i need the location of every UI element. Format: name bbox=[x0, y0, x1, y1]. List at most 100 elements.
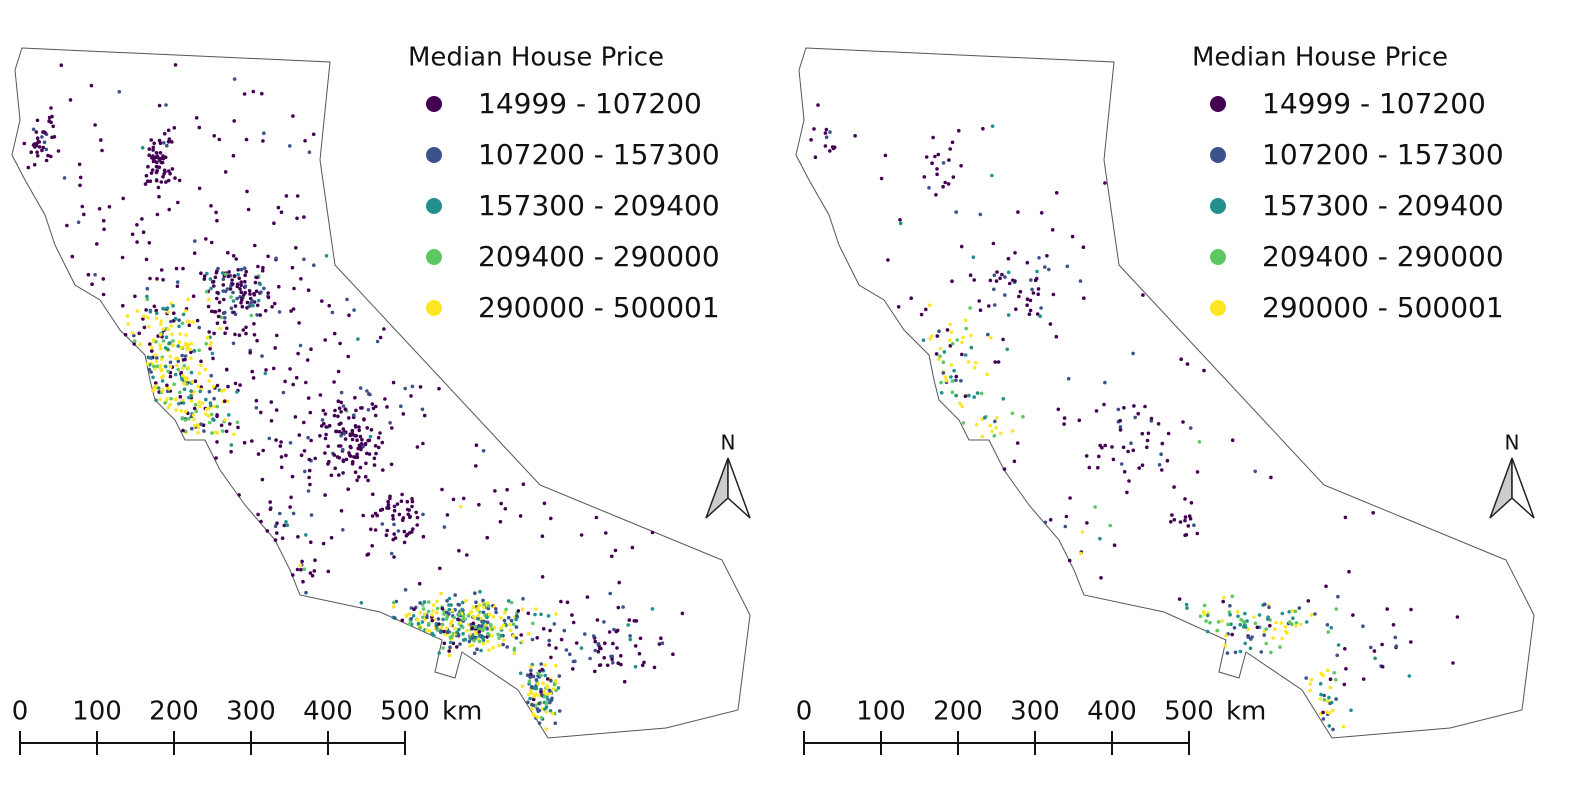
point bbox=[370, 402, 375, 406]
point bbox=[157, 194, 161, 199]
point bbox=[998, 276, 1002, 281]
point bbox=[950, 341, 955, 346]
point bbox=[135, 240, 139, 244]
point bbox=[978, 212, 983, 217]
point bbox=[166, 369, 170, 374]
point bbox=[202, 429, 206, 433]
point bbox=[1269, 475, 1273, 480]
point bbox=[542, 501, 547, 506]
point bbox=[985, 372, 989, 377]
point bbox=[445, 513, 450, 517]
point bbox=[333, 408, 337, 413]
point bbox=[318, 434, 322, 438]
point bbox=[564, 648, 569, 652]
point bbox=[514, 625, 519, 629]
point bbox=[491, 645, 495, 650]
point bbox=[409, 394, 413, 398]
point bbox=[346, 487, 351, 492]
north-arrow-right bbox=[727, 457, 751, 519]
point bbox=[554, 612, 558, 616]
point bbox=[608, 591, 612, 596]
point bbox=[518, 671, 523, 676]
point bbox=[458, 621, 463, 625]
legend-label: 157300 - 209400 bbox=[1262, 189, 1504, 222]
point bbox=[1145, 438, 1150, 443]
point bbox=[355, 438, 359, 443]
point bbox=[280, 536, 285, 540]
point bbox=[481, 610, 486, 615]
point bbox=[204, 341, 208, 346]
point bbox=[957, 128, 961, 133]
point bbox=[497, 636, 501, 640]
point bbox=[309, 347, 313, 352]
point bbox=[192, 417, 196, 422]
point bbox=[327, 423, 332, 428]
point bbox=[1328, 677, 1333, 681]
point bbox=[544, 701, 549, 705]
point bbox=[189, 389, 193, 393]
point bbox=[291, 382, 296, 387]
point bbox=[336, 399, 341, 404]
point bbox=[380, 440, 385, 445]
point bbox=[996, 360, 1001, 364]
point bbox=[585, 595, 590, 599]
point bbox=[403, 386, 408, 391]
point bbox=[1177, 597, 1182, 601]
point bbox=[1318, 697, 1323, 701]
point bbox=[579, 533, 584, 537]
point bbox=[302, 257, 306, 262]
point bbox=[347, 313, 351, 318]
point bbox=[356, 446, 361, 451]
point bbox=[235, 282, 240, 287]
point bbox=[994, 426, 998, 430]
point bbox=[530, 707, 534, 711]
point bbox=[955, 338, 959, 342]
point bbox=[166, 310, 170, 314]
point bbox=[388, 421, 392, 425]
point bbox=[97, 207, 102, 211]
point bbox=[273, 524, 278, 528]
point bbox=[430, 631, 434, 636]
point bbox=[211, 356, 215, 361]
point bbox=[291, 307, 296, 311]
point bbox=[442, 612, 446, 616]
legend-label: 209400 - 290000 bbox=[478, 240, 720, 273]
point bbox=[170, 332, 174, 337]
point bbox=[319, 424, 324, 428]
point bbox=[422, 413, 427, 418]
point bbox=[180, 321, 185, 326]
point bbox=[212, 404, 216, 409]
point bbox=[1178, 520, 1183, 524]
point bbox=[229, 295, 233, 299]
point bbox=[192, 406, 197, 411]
point bbox=[501, 642, 506, 647]
point bbox=[391, 604, 396, 609]
point bbox=[82, 212, 86, 217]
point bbox=[1226, 622, 1230, 627]
point bbox=[197, 371, 202, 376]
point bbox=[633, 664, 638, 669]
point bbox=[254, 398, 259, 403]
point bbox=[289, 495, 293, 500]
point bbox=[210, 351, 215, 356]
point bbox=[158, 397, 162, 402]
point bbox=[828, 130, 832, 134]
point bbox=[930, 334, 934, 338]
point bbox=[133, 294, 137, 299]
point bbox=[420, 407, 425, 412]
point bbox=[964, 326, 968, 331]
point bbox=[181, 373, 185, 378]
point bbox=[154, 308, 158, 313]
point bbox=[494, 607, 498, 611]
point bbox=[1344, 667, 1348, 671]
point bbox=[154, 398, 158, 403]
point bbox=[121, 196, 125, 201]
point bbox=[44, 158, 49, 163]
point bbox=[1157, 463, 1162, 467]
point bbox=[161, 174, 165, 179]
point bbox=[47, 119, 51, 123]
point bbox=[568, 652, 572, 656]
point bbox=[307, 150, 312, 154]
point bbox=[259, 410, 263, 415]
point bbox=[528, 688, 533, 693]
